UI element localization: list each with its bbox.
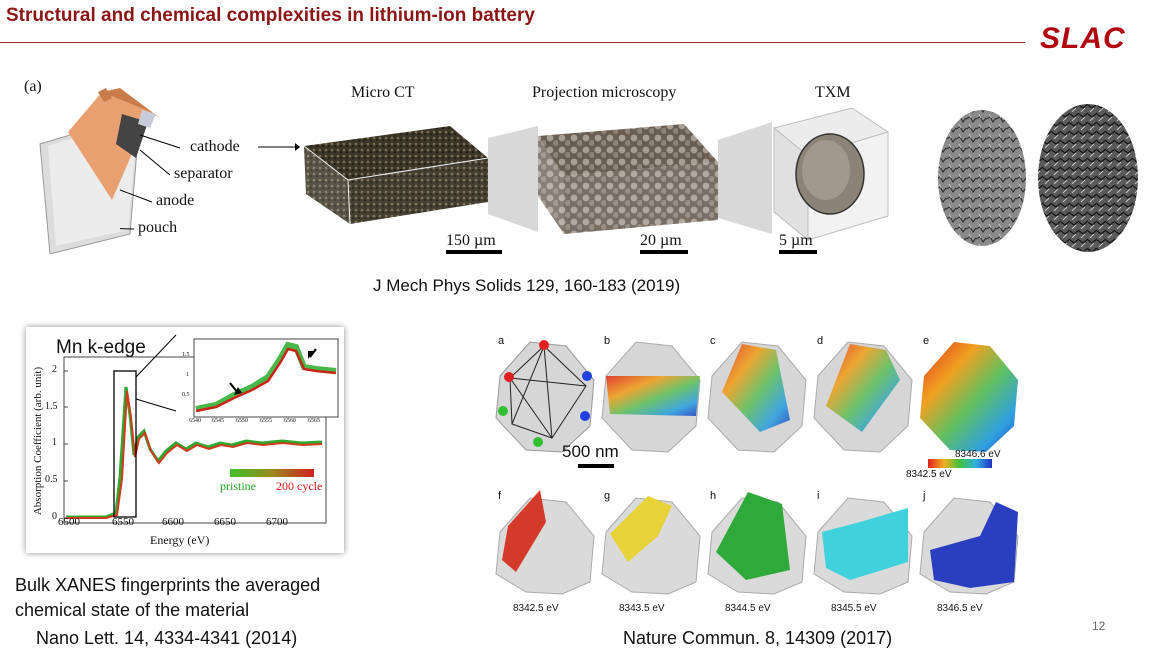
xanes-caption-line1: Bulk XANES fingerprints the averaged bbox=[15, 575, 321, 595]
inset-x-tick-6550: 6550 bbox=[236, 418, 248, 424]
projection-microscopy-volume bbox=[538, 124, 718, 234]
x-tick-6500: 6500 bbox=[58, 516, 80, 528]
label-cathode: cathode bbox=[190, 138, 240, 155]
y-tick-0-5: 0.5 bbox=[45, 474, 58, 485]
colorbar-min-label: 8342.5 eV bbox=[906, 469, 952, 480]
x-tick-6600: 6600 bbox=[162, 516, 184, 528]
edge-label: Mn k-edge bbox=[56, 337, 146, 358]
y-tick-2: 2 bbox=[52, 364, 57, 375]
inset-x-tick-6545: 6545 bbox=[212, 418, 224, 424]
inset-x-tick-6565: 6565 bbox=[308, 418, 320, 424]
cycle-gradient-bar bbox=[230, 469, 314, 477]
energy-colorbar bbox=[928, 459, 992, 468]
particle-i bbox=[813, 497, 913, 595]
inset-x-tick-6560: 6560 bbox=[284, 418, 296, 424]
xanes-citation: Nano Lett. 14, 4334-4341 (2014) bbox=[36, 628, 298, 648]
gray-particle-renderings bbox=[938, 104, 1138, 252]
label-pouch: pouch bbox=[138, 219, 178, 236]
particle-renderings bbox=[495, 340, 1019, 595]
heading-txm: TXM bbox=[815, 84, 851, 101]
panel-label-a: (a) bbox=[24, 78, 42, 95]
particle-e bbox=[920, 342, 1018, 452]
letter-c: c bbox=[710, 335, 716, 347]
component-leader-lines bbox=[120, 134, 300, 230]
zoom-projection-cones bbox=[488, 122, 772, 234]
particle-c bbox=[707, 341, 807, 453]
top-figure-citation: J Mech Phys Solids 129, 160-183 (2019) bbox=[373, 276, 681, 295]
inset-y-tick-1: 1 bbox=[186, 372, 189, 378]
heading-projection-microscopy: Projection microscopy bbox=[532, 84, 677, 101]
heading-micro-ct: Micro CT bbox=[351, 84, 415, 101]
letter-f: f bbox=[498, 490, 502, 502]
scale-label-20um: 20 µm bbox=[640, 232, 682, 249]
particle-j bbox=[919, 497, 1019, 595]
scale-label-150um: 150 µm bbox=[446, 232, 496, 249]
particle-f bbox=[495, 490, 595, 595]
legend-200-cycle: 200 cycle bbox=[276, 479, 323, 493]
particles-citation: Nature Commun. 8, 14309 (2017) bbox=[623, 628, 893, 648]
xanes-figure: Mn k-edge Absorption Coefficient (arb. u… bbox=[26, 327, 344, 553]
title-divider bbox=[0, 42, 1025, 43]
inset-x-tick-6555: 6555 bbox=[260, 418, 272, 424]
particle-scale-bar bbox=[578, 464, 614, 468]
letter-i: i bbox=[817, 490, 820, 502]
letter-b: b bbox=[604, 335, 611, 347]
scale-bar-5um bbox=[779, 250, 817, 254]
x-axis-label: Energy (eV) bbox=[150, 533, 210, 547]
energy-label-f: 8342.5 eV bbox=[513, 603, 559, 614]
battery-cell-illustration bbox=[39, 88, 160, 254]
slac-logo: SLAC bbox=[1040, 22, 1126, 55]
letter-h: h bbox=[710, 490, 717, 502]
particle-a bbox=[495, 340, 595, 453]
y-tick-1: 1 bbox=[52, 437, 57, 448]
xanes-inset-plot bbox=[193, 338, 339, 418]
letter-a: a bbox=[498, 335, 505, 347]
particle-g bbox=[601, 496, 701, 595]
particle-b bbox=[601, 341, 701, 453]
y-tick-1-5: 1.5 bbox=[45, 401, 58, 412]
letter-g: g bbox=[604, 490, 611, 502]
particle-d bbox=[813, 341, 913, 453]
scale-bar-20um bbox=[640, 250, 688, 254]
inset-x-tick-6540: 6540 bbox=[189, 418, 201, 424]
scale-label-5um: 5 µm bbox=[779, 232, 813, 249]
energy-label-h: 8344.5 eV bbox=[725, 603, 771, 614]
particle-scale-label: 500 nm bbox=[562, 442, 619, 461]
label-anode: anode bbox=[156, 192, 195, 209]
x-tick-6700: 6700 bbox=[266, 516, 288, 528]
micro-ct-volume bbox=[303, 126, 489, 225]
energy-label-j: 8346.5 eV bbox=[937, 603, 983, 614]
letter-j: j bbox=[923, 490, 926, 502]
inset-y-tick-1-5: 1.5 bbox=[182, 352, 190, 358]
scale-bar-150um bbox=[446, 250, 502, 254]
y-tick-0: 0 bbox=[52, 511, 57, 522]
inset-y-tick-0-5: 0.5 bbox=[182, 392, 190, 398]
energy-label-g: 8343.5 eV bbox=[619, 603, 665, 614]
slide-title: Structural and chemical complexities in … bbox=[6, 5, 535, 26]
page-number: 12 bbox=[1092, 619, 1106, 633]
txm-particle-volume bbox=[772, 107, 890, 242]
xanes-caption-line2: chemical state of the material bbox=[15, 600, 250, 620]
legend-pristine: pristine bbox=[220, 479, 256, 493]
x-tick-6650: 6650 bbox=[214, 516, 236, 528]
energy-label-i: 8345.5 eV bbox=[831, 603, 877, 614]
label-separator: separator bbox=[174, 165, 233, 182]
particle-h bbox=[707, 492, 807, 595]
letter-e: e bbox=[923, 335, 930, 347]
x-tick-6550: 6550 bbox=[112, 516, 134, 528]
colorbar-max-label: 8346.6 eV bbox=[955, 449, 1001, 460]
letter-d: d bbox=[817, 335, 824, 347]
